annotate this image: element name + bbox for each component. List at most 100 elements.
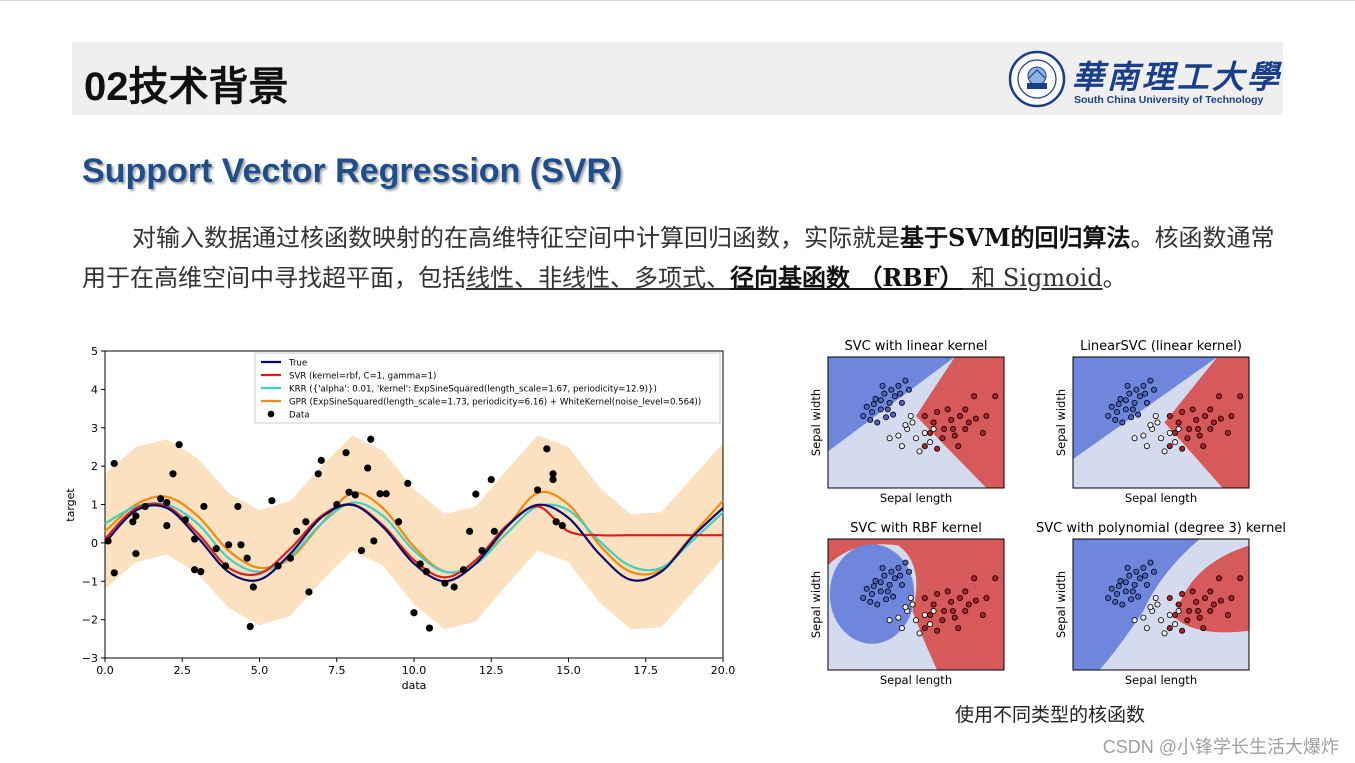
iris-point xyxy=(886,399,893,406)
iris-point xyxy=(944,406,951,413)
iris-point xyxy=(1200,625,1207,632)
iris-point xyxy=(1228,594,1235,601)
data-point xyxy=(163,522,171,530)
krr-line xyxy=(104,501,724,574)
iris-point xyxy=(872,577,879,584)
iris-point xyxy=(949,426,956,433)
para-end: 。 xyxy=(1102,264,1127,292)
data-point xyxy=(163,498,171,507)
data-point xyxy=(200,502,208,511)
iris-point xyxy=(870,401,877,408)
iris-point xyxy=(930,419,937,426)
iris-point xyxy=(1124,382,1131,389)
data-point xyxy=(416,560,424,568)
regression-chart: 0.0 2.5 5.0 7.5 10.0 12.5 15.0 17.5 20.0 −3 −2 −1 0… xyxy=(64,345,735,692)
iris-point xyxy=(1200,443,1207,450)
iris-point xyxy=(1114,591,1121,598)
iris-point xyxy=(955,625,962,632)
iris-point xyxy=(992,575,999,582)
iris-point xyxy=(1119,419,1126,426)
iris-point xyxy=(1152,594,1159,601)
iris-point xyxy=(965,419,972,426)
iris-point xyxy=(1216,393,1223,400)
panel-xlabel: Sepal length xyxy=(880,673,952,687)
iris-point xyxy=(934,409,941,416)
iris-point xyxy=(1142,572,1149,579)
iris-point xyxy=(955,443,962,450)
data-point xyxy=(425,624,434,632)
data-point xyxy=(141,502,149,511)
iris-point xyxy=(972,597,979,604)
data-point xyxy=(342,449,350,457)
data-point xyxy=(534,486,542,494)
iris-point xyxy=(870,583,877,590)
iris-point xyxy=(951,614,958,621)
iris-point xyxy=(881,390,888,397)
iris-point xyxy=(1131,617,1138,624)
iris-point xyxy=(879,382,886,389)
svc-panel: SVC with linear kernel Sepal length Sepal … xyxy=(809,339,1005,505)
iris-point xyxy=(921,429,928,436)
y-tick-label: 5 xyxy=(91,345,98,358)
iris-point xyxy=(1166,625,1173,632)
data-point xyxy=(364,464,372,472)
iris-point xyxy=(983,412,990,419)
iris-point xyxy=(1201,594,1208,601)
logo-en-text: South China University of Technology xyxy=(1074,94,1264,106)
watermark: CSDN @小锋学长生活大爆炸 xyxy=(1102,737,1339,757)
iris-point xyxy=(907,412,914,419)
panel-ylabel: Sepal width xyxy=(809,389,823,456)
iris-point xyxy=(934,591,941,598)
iris-point xyxy=(1194,426,1201,433)
iris-point xyxy=(1105,412,1112,419)
iris-point xyxy=(874,601,881,608)
section-title: 02技术背景 xyxy=(84,65,289,109)
iris-point xyxy=(939,435,946,442)
y-tick-label: 4 xyxy=(91,383,98,396)
data-point xyxy=(333,500,341,509)
y-tick-label: −3 xyxy=(82,652,98,665)
data-point xyxy=(191,566,199,574)
iris-point xyxy=(886,617,893,624)
iris-point xyxy=(916,448,923,455)
iris-point xyxy=(877,406,884,413)
iris-point xyxy=(1189,588,1196,595)
iris-point xyxy=(956,412,963,419)
iris-point xyxy=(1217,415,1224,422)
iris-point xyxy=(965,601,972,608)
iris-point xyxy=(1228,412,1235,419)
iris-point xyxy=(1136,575,1143,582)
iris-point xyxy=(895,382,902,389)
iris-point xyxy=(962,588,969,595)
panel-title: SVC with polynomial (degree 3) kernel xyxy=(1036,521,1286,536)
iris-point xyxy=(1172,429,1179,436)
iris-point xyxy=(897,390,904,397)
iris-point xyxy=(860,412,867,419)
data-point xyxy=(478,546,486,555)
data-point xyxy=(212,545,220,553)
iris-point xyxy=(1172,439,1179,446)
iris-point xyxy=(863,403,870,410)
data-point xyxy=(225,541,233,549)
svc-panel: SVC with polynomial (degree 3) kernel Sep… xyxy=(1036,521,1286,687)
iris-point xyxy=(898,625,905,632)
iris-point xyxy=(1135,411,1142,418)
iris-point xyxy=(930,608,937,615)
iris-point xyxy=(902,559,909,566)
y-tick-label: 0 xyxy=(91,537,98,550)
iris-point xyxy=(1147,559,1154,566)
x-tick-label: 15.0 xyxy=(556,664,581,677)
iris-point xyxy=(872,395,879,402)
iris-point xyxy=(890,411,897,418)
iris-point xyxy=(1128,414,1135,421)
data-point xyxy=(549,475,557,484)
university-seal-icon xyxy=(1008,50,1066,108)
figure-caption: 使用不同类型的核函数 xyxy=(955,705,1146,726)
x-tick-label: 12.5 xyxy=(479,664,504,677)
iris-point xyxy=(886,435,893,442)
iris-point xyxy=(898,399,905,406)
iris-point xyxy=(1184,435,1191,442)
svc-panels: SVC with linear kernel Sepal length Sepal … xyxy=(809,339,1286,687)
iris-point xyxy=(1179,445,1186,452)
iris-point xyxy=(863,585,870,592)
